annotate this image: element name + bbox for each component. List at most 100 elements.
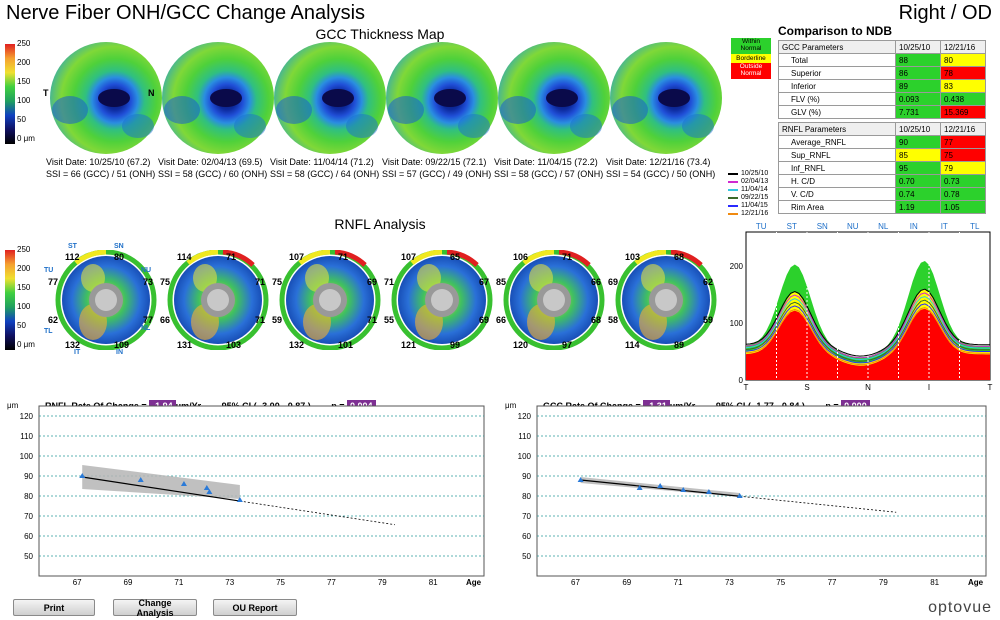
rnfl-sector-value: 69	[608, 277, 619, 287]
legend-date: 11/04/15	[741, 202, 768, 209]
rnfl-sector-value: 107	[401, 252, 417, 262]
gcc-thin-region	[234, 114, 266, 138]
optic-cup	[543, 289, 565, 311]
trend-y-tick: 100	[518, 452, 532, 461]
visit-legend-item: 12/21/16	[728, 210, 768, 218]
gcc-section-title: GCC Thickness Map	[315, 26, 445, 42]
rnfl-borderline-arc	[186, 250, 219, 265]
trend-x-label: Age	[466, 578, 482, 587]
legend-line-swatch	[728, 205, 738, 207]
trend-y-tick: 70	[522, 512, 531, 521]
trend-x-tick: 69	[124, 578, 133, 587]
param-value: 15.369	[940, 105, 986, 119]
gcc-thin-region	[612, 96, 648, 124]
trend-y-tick: 80	[522, 492, 531, 501]
visit-legend-item: 02/04/13	[728, 178, 768, 186]
rnfl-sector-value: 99	[450, 340, 461, 350]
gcc-thin-region	[388, 96, 424, 124]
rnfl-sector-value: 132	[65, 340, 81, 350]
rnfl-sector-value: 66	[591, 277, 602, 287]
colorbar-tick: 50	[17, 321, 26, 330]
param-value: 0.73	[940, 174, 986, 188]
visit-date-caption: Visit Date: 11/04/14 (71.2)	[270, 157, 374, 167]
rnfl-sector-label: ST	[68, 243, 77, 250]
trend-fit-line	[580, 479, 740, 497]
rnfl-parameters-table: RNFL Parameters 10/25/10 12/21/16 Average_R…	[778, 122, 986, 214]
trend-x-tick: 81	[930, 578, 939, 587]
ssi-caption: SSI = 58 (GCC) / 60 (ONH)	[158, 169, 268, 179]
trend-x-tick: 67	[73, 578, 82, 587]
gcc-thickness-map	[498, 42, 610, 154]
colorbar-tick: 150	[17, 283, 31, 292]
trend-x-label: Age	[968, 578, 984, 587]
legend-within: Within Normal	[731, 38, 771, 54]
gcc-nasal-label: N	[148, 88, 155, 98]
param-label: Sup_RNFL	[778, 148, 896, 162]
trend-y-tick: 100	[20, 452, 34, 461]
ssi-caption: SSI = 54 (GCC) / 50 (ONH)	[606, 169, 716, 179]
ou-report-button[interactable]: OU Report	[213, 599, 297, 616]
rnfl-borderline-arc	[634, 250, 667, 265]
rnfl-sector-label: IN	[116, 349, 123, 356]
legend-date: 10/25/10	[741, 170, 769, 177]
trend-x-tick: 69	[622, 578, 631, 587]
rnfl-sector-value: 89	[674, 340, 685, 350]
param-value: 80	[940, 53, 986, 67]
page-title: Nerve Fiber ONH/GCC Change Analysis	[6, 2, 366, 24]
optic-cup	[431, 289, 453, 311]
rnfl-colorbar	[5, 250, 15, 350]
rnfl-sector-value: 112	[65, 252, 80, 262]
rnfl-outside-arc	[334, 250, 367, 267]
param-value: 0.438	[940, 92, 986, 106]
trend-data-point	[79, 473, 86, 478]
colorbar-tick: 200	[17, 264, 31, 273]
print-button[interactable]: Print	[13, 599, 95, 616]
legend-line-swatch	[728, 213, 738, 215]
tsnit-y-tick: 200	[730, 262, 744, 271]
table-row: GLV (%) 7.731 15.369	[778, 105, 986, 119]
rnfl-section-title: RNFL Analysis	[334, 216, 426, 232]
legend-date: 12/21/16	[741, 210, 769, 217]
rnfl-sector-value: 62	[703, 277, 714, 287]
param-value: 89	[895, 79, 941, 93]
colorbar-tick: 100	[17, 302, 31, 311]
legend-line-swatch	[728, 181, 738, 183]
visit-legend-item: 10/25/10	[728, 170, 768, 178]
trend-y-tick: 120	[20, 412, 34, 421]
rnfl-borderline-arc	[74, 250, 107, 265]
table-header-cell: RNFL Parameters	[778, 122, 896, 136]
gcc-parameters-table: GCC Parameters 10/25/10 12/21/16 Total 88 80 S…	[778, 40, 986, 119]
legend-line-swatch	[728, 197, 738, 199]
tsnit-sector-label: TU	[756, 222, 767, 231]
trend-data-point	[705, 489, 712, 494]
trend-x-tick: 71	[174, 578, 183, 587]
legend-line-swatch	[728, 173, 738, 175]
param-value: 85	[895, 148, 941, 162]
rnfl-sector-value: 80	[114, 252, 125, 262]
optic-cup	[95, 289, 117, 311]
tsnit-sector-label: NU	[847, 222, 859, 231]
trend-y-unit: μm	[505, 401, 517, 410]
rnfl-sector-value: 103	[625, 252, 641, 262]
param-label: FLV (%)	[778, 92, 896, 106]
rnfl-borderline-arc	[410, 250, 443, 265]
gcc-thin-region	[276, 96, 312, 124]
table-header-cell: 12/21/16	[940, 122, 986, 136]
rnfl-sector-value: 55	[384, 315, 395, 325]
rnfl-borderline-arc	[298, 250, 331, 265]
rnfl-sector-value: 77	[143, 315, 154, 325]
visit-date-caption: Visit Date: 09/22/15 (72.1)	[382, 157, 487, 167]
gcc-thin-region	[500, 96, 536, 124]
rnfl-sector-value: 69	[479, 315, 490, 325]
tsnit-x-label: T	[988, 383, 993, 392]
param-value: 75	[940, 148, 986, 162]
trend-plot-frame	[536, 405, 987, 577]
table-header-cell: 12/21/16	[940, 40, 986, 54]
change-analysis-button[interactable]: Change Analysis	[113, 598, 197, 618]
trend-y-tick: 80	[24, 492, 33, 501]
param-value: 7.731	[895, 105, 941, 119]
rnfl-sector-value: 109	[114, 340, 130, 350]
rnfl-thickness-map	[279, 250, 381, 350]
gcc-fovea	[434, 89, 466, 107]
